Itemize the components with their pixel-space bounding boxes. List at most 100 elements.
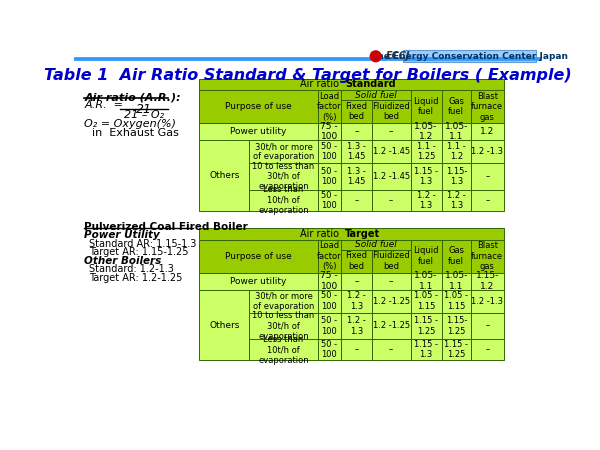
Text: Fluidized
bed: Fluidized bed <box>373 102 410 122</box>
Bar <box>471 123 503 140</box>
Bar <box>442 90 471 123</box>
Bar <box>250 163 317 189</box>
Text: Air ratio: Air ratio <box>300 79 345 90</box>
Text: Purpose of use: Purpose of use <box>225 102 292 111</box>
Text: A.R.  =: A.R. = <box>84 100 124 110</box>
Bar <box>372 313 410 339</box>
Text: Purpose of use: Purpose of use <box>225 252 292 261</box>
Text: 1.05-
1.1: 1.05- 1.1 <box>445 122 468 141</box>
Text: Less than
10t/h of
evaporation: Less than 10t/h of evaporation <box>258 185 309 215</box>
Text: Gas
fuel: Gas fuel <box>448 97 464 117</box>
Text: Liquid
fuel: Liquid fuel <box>413 247 439 266</box>
Bar <box>250 140 317 163</box>
Text: 21: 21 <box>136 103 152 116</box>
Bar <box>471 163 503 189</box>
Text: Others: Others <box>209 171 239 180</box>
Bar <box>341 273 372 290</box>
Text: –: – <box>389 196 394 205</box>
Bar <box>317 239 341 273</box>
Text: 1.2 -1.45: 1.2 -1.45 <box>373 172 410 181</box>
Bar <box>442 239 471 273</box>
Bar <box>471 189 503 211</box>
Text: 1.05-
1.1: 1.05- 1.1 <box>415 271 438 291</box>
Bar <box>317 140 341 163</box>
Bar <box>199 290 250 360</box>
Text: 1.2 -1.25: 1.2 -1.25 <box>373 297 410 306</box>
Bar <box>199 273 317 290</box>
Text: 1.15-
1.25: 1.15- 1.25 <box>446 316 467 336</box>
Text: 1.05 -
1.15: 1.05 - 1.15 <box>444 292 469 311</box>
Text: Less than
10t/h of
evaporation: Less than 10t/h of evaporation <box>258 335 309 365</box>
Text: 1.05-
1.1: 1.05- 1.1 <box>445 271 468 291</box>
Bar <box>317 90 341 123</box>
Bar <box>341 339 372 360</box>
Text: 30t/h or more
of evaporation: 30t/h or more of evaporation <box>253 142 314 162</box>
Text: 1.2 -1.3: 1.2 -1.3 <box>472 147 503 156</box>
Text: Air ratio (A.R.):: Air ratio (A.R.): <box>84 93 181 103</box>
Bar <box>341 90 410 100</box>
Text: Fixed
bed: Fixed bed <box>346 102 367 122</box>
Text: –: – <box>485 196 490 205</box>
Text: 1.1 -
1.2: 1.1 - 1.2 <box>447 142 466 162</box>
Bar <box>372 140 410 163</box>
Bar <box>410 189 442 211</box>
Bar <box>471 239 503 273</box>
Bar <box>410 239 442 273</box>
Text: –: – <box>354 277 359 286</box>
Bar <box>442 140 471 163</box>
Text: –: – <box>354 196 358 205</box>
Text: Liquid
fuel: Liquid fuel <box>413 97 439 117</box>
Text: –: – <box>354 345 358 354</box>
Bar <box>250 189 317 211</box>
Text: –: – <box>485 345 490 354</box>
Text: 1.2 -1.3: 1.2 -1.3 <box>472 297 503 306</box>
Text: Target AR: 1.2-1.25: Target AR: 1.2-1.25 <box>89 273 182 283</box>
Text: ECCJ: ECCJ <box>386 51 410 61</box>
Bar <box>471 140 503 163</box>
Bar <box>442 189 471 211</box>
Text: 50 -
100: 50 - 100 <box>321 340 337 360</box>
Text: Fixed
bed: Fixed bed <box>346 252 367 271</box>
Circle shape <box>370 51 381 62</box>
Text: Solid fuel: Solid fuel <box>355 240 397 249</box>
Text: Power Utility: Power Utility <box>84 230 160 240</box>
Text: –: – <box>354 127 359 136</box>
Bar <box>410 290 442 313</box>
Bar <box>471 339 503 360</box>
Bar <box>410 273 442 290</box>
Bar <box>442 163 471 189</box>
Bar <box>341 313 372 339</box>
Text: 1.3 -
1.45: 1.3 - 1.45 <box>347 142 366 162</box>
Text: 1.2 -1.25: 1.2 -1.25 <box>373 321 410 330</box>
Text: 21 – O₂: 21 – O₂ <box>124 110 164 120</box>
Text: –: – <box>485 172 490 181</box>
Bar <box>250 290 317 313</box>
Text: 50 -
100: 50 - 100 <box>321 191 337 210</box>
Bar <box>250 339 317 360</box>
Text: Other Boilers: Other Boilers <box>84 256 161 266</box>
Text: 50 -
100: 50 - 100 <box>321 316 337 336</box>
Bar <box>372 123 410 140</box>
Text: Air ratio: Air ratio <box>300 229 345 239</box>
Text: 1.2 -1.45: 1.2 -1.45 <box>373 147 410 156</box>
Bar <box>199 140 250 211</box>
Text: The Energy Conservation Center Japan: The Energy Conservation Center Japan <box>371 52 568 61</box>
Text: 1.15 -
1.3: 1.15 - 1.3 <box>414 167 438 186</box>
Bar <box>372 339 410 360</box>
Bar <box>199 239 317 273</box>
Text: Target AR: 1.15-1.25: Target AR: 1.15-1.25 <box>89 247 188 257</box>
Text: O₂ = Oxygen(%): O₂ = Oxygen(%) <box>84 119 176 130</box>
Text: Load
factor
(%): Load factor (%) <box>317 241 341 271</box>
Bar <box>317 273 341 290</box>
Text: 75 -
100: 75 - 100 <box>320 271 338 291</box>
Bar <box>250 313 317 339</box>
Bar <box>410 90 442 123</box>
Bar <box>341 140 372 163</box>
Text: Standard: Standard <box>345 79 396 90</box>
Text: 1.05-
1.2: 1.05- 1.2 <box>415 122 438 141</box>
Bar <box>341 250 372 273</box>
Bar <box>317 189 341 211</box>
Text: 50 -
100: 50 - 100 <box>321 292 337 311</box>
Text: Power utility: Power utility <box>230 127 286 136</box>
Text: 1.2 -
1.3: 1.2 - 1.3 <box>447 191 466 210</box>
